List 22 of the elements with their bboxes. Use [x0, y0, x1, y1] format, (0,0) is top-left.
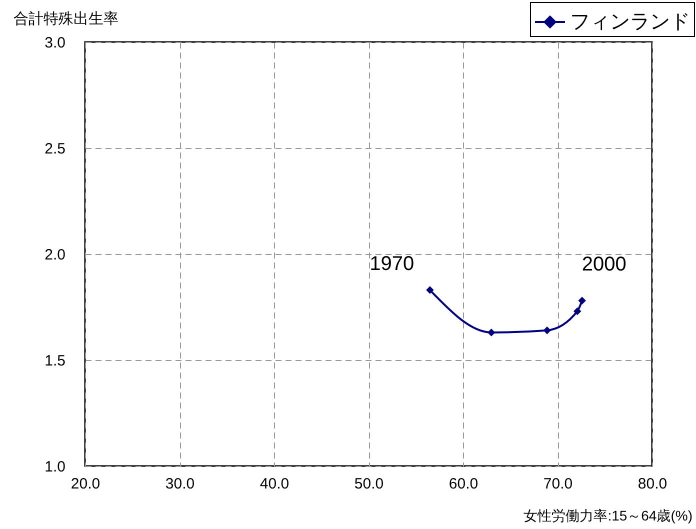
- point: [573, 307, 582, 316]
- y-tick-label: 3.0: [44, 34, 66, 52]
- x-tick-label: 20.0: [70, 476, 100, 492]
- y-tick-label: 1.0: [44, 458, 66, 476]
- y-axis-title: 合計特殊出生率: [14, 10, 118, 28]
- y-tick-label: 2.5: [44, 140, 66, 158]
- x-axis-title: 女性労働力率:15～64歳(%): [524, 508, 692, 524]
- x-tick-label: 80.0: [638, 476, 668, 492]
- annotation: 2000: [582, 254, 626, 276]
- legend-label: フィンランド: [570, 11, 690, 33]
- annotation: 1970: [370, 253, 414, 276]
- x-tick-label: 40.0: [260, 476, 290, 492]
- point: [578, 296, 586, 305]
- point: [426, 286, 434, 294]
- x-tick-label: 50.0: [354, 476, 384, 492]
- y-tick-label: 1.5: [44, 352, 66, 370]
- x-tick-label: 60.0: [448, 476, 478, 492]
- x-tick-label: 30.0: [165, 476, 195, 492]
- y-tick-label: 2.0: [44, 246, 66, 264]
- point: [487, 328, 496, 336]
- x-tick-label: 70.0: [543, 476, 573, 492]
- point: [543, 326, 551, 334]
